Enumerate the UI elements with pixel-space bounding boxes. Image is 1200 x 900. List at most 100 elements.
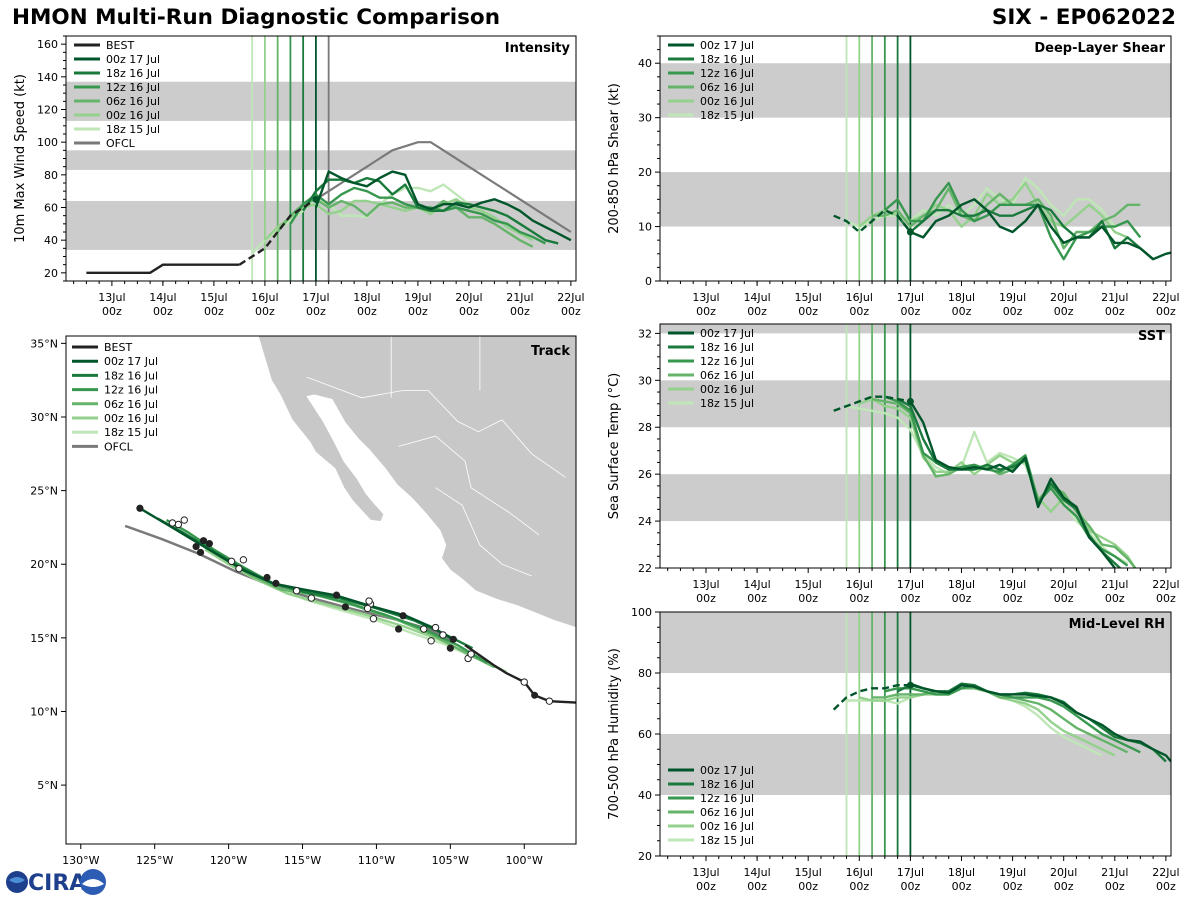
track-filled-marker — [136, 504, 144, 512]
best-current-marker — [906, 681, 914, 689]
y-tick-label: 140 — [37, 71, 58, 84]
legend-label: 06z 16 Jul — [104, 398, 158, 411]
state-border — [306, 376, 566, 478]
panel-title: Mid-Level RH — [1069, 617, 1165, 632]
map-area — [124, 336, 576, 705]
track-filled-marker — [272, 579, 280, 587]
x-tick-label-date: 18Jul — [948, 578, 975, 591]
legend-label: 18z 15 Jul — [700, 397, 754, 410]
logo-noaa-wave — [82, 879, 104, 887]
x-tick-label-hour: 00z — [1054, 592, 1074, 605]
y-tick-label: 40 — [638, 57, 652, 70]
track-filled-marker — [199, 537, 208, 545]
track-filled-marker — [395, 625, 403, 633]
x-tick-label-hour: 00z — [1003, 592, 1023, 605]
x-tick-label-hour: 00z — [747, 305, 767, 318]
x-tick-label-hour: 00z — [1105, 880, 1125, 893]
x-tick-label-hour: 00z — [153, 305, 173, 318]
y-axis-label: 10m Max Wind Speed (kt) — [13, 74, 28, 243]
lat-tick-label: 35°N — [30, 337, 58, 350]
x-tick-label-date: 14Jul — [743, 578, 770, 591]
y-axis-label: Sea Surface Temp (°C) — [607, 373, 622, 520]
y-tick-label: 30 — [638, 374, 652, 387]
panel-title: Track — [531, 344, 570, 359]
x-tick-label-date: 18Jul — [948, 866, 975, 879]
x-tick-label-date: 16Jul — [846, 291, 873, 304]
x-tick-label-hour: 00z — [747, 592, 767, 605]
x-tick-label-hour: 00z — [357, 305, 377, 318]
x-tick-label-hour: 00z — [1054, 305, 1074, 318]
x-tick-label-date: 16Jul — [251, 291, 278, 304]
x-tick-label-hour: 00z — [798, 305, 818, 318]
lon-tick-label: 110°W — [358, 854, 395, 867]
legend-label: 00z 17 Jul — [106, 53, 160, 66]
x-tick-label-date: 22Jul — [1152, 866, 1179, 879]
legend-label: 18z 15 Jul — [700, 109, 754, 122]
series-line — [909, 682, 1171, 763]
x-tick-label-hour: 00z — [1054, 880, 1074, 893]
track-open-marker — [227, 557, 236, 565]
x-tick-label-date: 21Jul — [506, 291, 533, 304]
legend-label: 00z 16 Jul — [106, 109, 160, 122]
x-tick-label-hour: 00z — [798, 592, 818, 605]
logo-text: CIRA — [28, 871, 86, 896]
x-tick-label-date: 21Jul — [1101, 866, 1128, 879]
x-tick-label-hour: 00z — [204, 305, 224, 318]
track-open-marker — [427, 637, 435, 645]
plot-area-sst — [660, 324, 1171, 568]
track-open-marker — [292, 587, 301, 595]
x-tick-label-date: 19Jul — [999, 866, 1026, 879]
x-tick-label-date: 15Jul — [795, 578, 822, 591]
cira-logo: CIRA — [6, 869, 106, 896]
y-tick-label: 30 — [638, 112, 652, 125]
legend-label: 06z 16 Jul — [700, 369, 754, 382]
y-tick-label: 28 — [638, 421, 652, 434]
y-tick-label: 26 — [638, 468, 652, 481]
best-diagnostic-line — [832, 684, 911, 711]
panel-track: 130°W 125°W 120°W 115°W 110°W 105°W 100°W 5°N 10… — [30, 335, 577, 867]
x-tick-label-hour: 00z — [696, 880, 716, 893]
x-tick-label-hour: 00z — [408, 305, 428, 318]
threshold-band — [660, 474, 1171, 522]
lon-tick-label: 125°W — [136, 854, 173, 867]
y-tick-label: 20 — [638, 166, 652, 179]
legend-label: 12z 16 Jul — [106, 81, 160, 94]
x-tick-label-date: 13Jul — [692, 578, 719, 591]
logo-globe-swoosh — [9, 877, 25, 883]
y-axis-label: 700-500 hPa Humidity (%) — [607, 648, 622, 820]
y-tick-label: 32 — [638, 327, 652, 340]
y-tick-label: 40 — [44, 234, 58, 247]
x-tick-label-hour: 00z — [510, 305, 530, 318]
x-tick-label-date: 20Jul — [1050, 291, 1077, 304]
x-tick-label-date: 20Jul — [1050, 578, 1077, 591]
panel-shear: 01020304013Jul00z14Jul00z15Jul00z16Jul00… — [607, 35, 1180, 318]
x-tick-label-date: 13Jul — [98, 291, 125, 304]
best-track-dashed — [238, 198, 317, 266]
track-filled-marker — [341, 603, 349, 611]
lon-tick-label: 115°W — [284, 854, 321, 867]
track-open-marker — [239, 556, 248, 564]
x-tick-label-date: 14Jul — [149, 291, 176, 304]
track-open-marker — [168, 519, 177, 527]
legend-label: 18z 16 Jul — [700, 778, 754, 791]
legend-label: 00z 17 Jul — [700, 39, 754, 52]
threshold-band — [66, 150, 576, 170]
y-tick-label: 120 — [37, 104, 58, 117]
x-tick-label-date: 21Jul — [1101, 291, 1128, 304]
track-filled-marker — [263, 573, 271, 582]
y-tick-label: 20 — [44, 267, 58, 280]
y-tick-label: 100 — [631, 606, 652, 619]
x-tick-label-date: 22Jul — [557, 291, 584, 304]
y-tick-label: 20 — [638, 850, 652, 863]
series-line — [909, 198, 1171, 261]
best-diagnostic-line — [833, 208, 912, 234]
x-tick-label-date: 16Jul — [846, 866, 873, 879]
best-diagnostic-line — [833, 395, 911, 412]
x-tick-label-date: 19Jul — [999, 578, 1026, 591]
best-open-marker — [545, 697, 554, 705]
series-line — [846, 176, 1116, 228]
track-open-marker — [235, 564, 243, 573]
